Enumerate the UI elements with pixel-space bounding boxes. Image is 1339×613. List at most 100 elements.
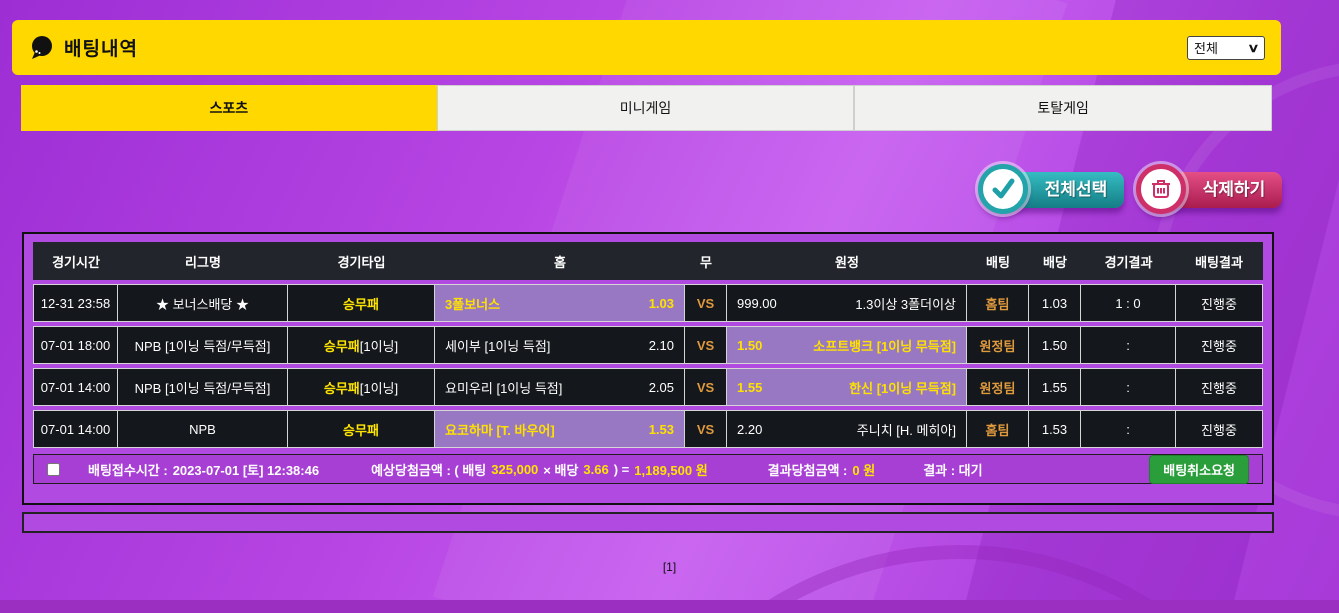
- vs-label: VS: [685, 285, 727, 321]
- tab-bar: 스포츠 미니게임 토탈게임: [21, 85, 1273, 131]
- vs-label: VS: [685, 411, 727, 447]
- bet-result: 진행중: [1201, 338, 1237, 354]
- game-time: 12-31 23:58: [34, 285, 118, 321]
- trash-icon: [1136, 164, 1186, 214]
- bet-summary-row: 배팅접수시간 : 2023-07-01 [토] 12:38:46 예상당첨금액 …: [33, 454, 1263, 484]
- odds-label: × 배당: [543, 462, 579, 478]
- page-number[interactable]: [1]: [662, 560, 677, 574]
- game-type-main: 승무패: [343, 422, 379, 438]
- game-type: 승무패: [288, 411, 435, 447]
- game-type-suffix: [1이닝]: [359, 338, 399, 354]
- empty-list-bar: [22, 512, 1274, 533]
- league-name: NPB: [118, 411, 288, 447]
- result-amount-label: 결과당첨금액 :: [767, 462, 848, 478]
- expected-amount: 1,189,500 원: [634, 462, 708, 478]
- tab-totalgame[interactable]: 토탈게임: [854, 85, 1273, 131]
- home-odds: 1.03: [648, 295, 674, 311]
- chevron-down-icon: ∨: [1247, 40, 1260, 55]
- total-odds: 3.66: [583, 461, 609, 477]
- home-name: 요미우리 [1이닝 득점]: [445, 380, 563, 396]
- bet-side: 원정팀: [967, 327, 1029, 363]
- league-name: NPB [1이닝 득점/무득점]: [118, 369, 288, 405]
- bet-side: 홈팀: [967, 411, 1029, 447]
- away-name: 주니치 [H. 메히아]: [856, 422, 956, 438]
- tab-minigame[interactable]: 미니게임: [436, 85, 855, 131]
- bet-side: 홈팀: [967, 285, 1029, 321]
- col-header-odds: 배당: [1043, 254, 1067, 270]
- expected-label: 예상당첨금액 : ( 배팅: [371, 462, 487, 478]
- away-pick[interactable]: 1.55 한신 [1이닝 무득점]: [727, 369, 967, 405]
- bet-odds: 1.03: [1029, 285, 1081, 321]
- game-time: 07-01 14:00: [34, 411, 118, 447]
- away-name: 1.3이상 3폴더이상: [855, 296, 956, 312]
- home-name: 세이부 [1이닝 득점]: [445, 338, 551, 354]
- tab-label: 미니게임: [619, 100, 672, 116]
- away-pick[interactable]: 999.00 1.3이상 3폴더이상: [727, 285, 967, 321]
- away-pick[interactable]: 2.20 주니치 [H. 메히아]: [727, 411, 967, 447]
- filter-dropdown[interactable]: 전체 ∨: [1187, 35, 1265, 60]
- col-header-league: 리그명: [185, 254, 221, 270]
- col-header-bet: 배팅: [986, 254, 1010, 270]
- tab-label: 토탈게임: [1037, 100, 1089, 116]
- expected-amount-group: 예상당첨금액 : ( 배팅 325,000 × 배당 3.66 ) = 1,18…: [371, 460, 708, 479]
- game-type-main: 승무패: [323, 338, 360, 354]
- game-type: 승무패 [1이닝]: [288, 327, 435, 363]
- away-odds: 1.55: [737, 379, 763, 395]
- bet-result: 진행중: [1201, 380, 1237, 396]
- table-row: 12-31 23:58 ★ 보너스배당 ★ 승무패 3폴보너스 1.03 VS 9…: [33, 284, 1263, 322]
- game-result: :: [1081, 411, 1176, 447]
- bet-amount: 325,000: [491, 461, 539, 477]
- away-odds: 999.00: [737, 295, 777, 311]
- col-header-home: 홈: [554, 254, 566, 270]
- home-odds: 2.05: [648, 379, 674, 395]
- table-row: 07-01 14:00 NPB [1이닝 득점/무득점] 승무패 [1이닝] 요…: [33, 368, 1263, 406]
- game-type: 승무패: [288, 285, 435, 321]
- footer-strip: [0, 600, 1339, 613]
- col-header-time: 경기시간: [52, 254, 100, 270]
- game-type: 승무패 [1이닝]: [288, 369, 435, 405]
- page-title: 배팅내역: [64, 39, 138, 60]
- col-header-away: 원정: [835, 254, 859, 270]
- tab-label: 스포츠: [209, 100, 249, 116]
- home-name: 3폴보너스: [445, 296, 501, 312]
- bet-result: 진행중: [1201, 422, 1237, 438]
- pagination: [1]: [0, 560, 1339, 574]
- receipt-time-label: 배팅접수시간 :: [88, 462, 168, 478]
- home-name: 요코하마 [T. 바우어]: [445, 422, 555, 438]
- table-row: 07-01 14:00 NPB 승무패 요코하마 [T. 바우어] 1.53 VS…: [33, 410, 1263, 448]
- delete-button[interactable]: 삭제하기: [1136, 164, 1282, 216]
- equals-label: ) =: [613, 461, 630, 477]
- home-odds: 1.53: [648, 421, 674, 437]
- result-status: 결과 : 대기: [923, 462, 983, 478]
- game-result: :: [1081, 327, 1176, 363]
- league-name: ★ 보너스배당 ★: [118, 285, 288, 321]
- cancel-bet-button[interactable]: 배팅취소요청: [1149, 454, 1249, 484]
- game-time: 07-01 14:00: [34, 369, 118, 405]
- bet-odds: 1.50: [1029, 327, 1081, 363]
- home-pick[interactable]: 요미우리 [1이닝 득점] 2.05: [435, 369, 685, 405]
- title-bar: 배팅내역 전체 ∨: [12, 20, 1281, 75]
- col-header-betresult: 배팅결과: [1195, 254, 1243, 270]
- away-name: 한신 [1이닝 무득점]: [849, 380, 956, 396]
- home-pick[interactable]: 3폴보너스 1.03: [435, 285, 685, 321]
- home-pick[interactable]: 세이부 [1이닝 득점] 2.10: [435, 327, 685, 363]
- bet-side: 원정팀: [967, 369, 1029, 405]
- speech-bubble-icon: [32, 35, 52, 59]
- receipt-time-value: 2023-07-01 [토] 12:38:46: [172, 462, 320, 478]
- bet-odds: 1.55: [1029, 369, 1081, 405]
- game-type-main: 승무패: [323, 380, 360, 396]
- game-type-main: 승무패: [343, 296, 379, 312]
- away-pick[interactable]: 1.50 소프트뱅크 [1이닝 무득점]: [727, 327, 967, 363]
- vs-label: VS: [685, 369, 727, 405]
- game-time: 07-01 18:00: [34, 327, 118, 363]
- home-pick[interactable]: 요코하마 [T. 바우어] 1.53: [435, 411, 685, 447]
- result-amount: 0 원: [852, 462, 876, 478]
- filter-dropdown-value: 전체: [1194, 41, 1218, 56]
- row-checkbox[interactable]: [47, 462, 60, 476]
- tab-sports[interactable]: 스포츠: [21, 85, 437, 131]
- table-row: 07-01 18:00 NPB [1이닝 득점/무득점] 승무패 [1이닝] 세…: [33, 326, 1263, 364]
- select-all-button[interactable]: 전체선택: [978, 164, 1124, 216]
- col-header-gametype: 경기타입: [337, 254, 386, 270]
- betting-table: 경기시간 리그명 경기타입 홈 무 원정 배팅 배당 경기결과 배팅결과 12-…: [22, 232, 1274, 505]
- game-result: :: [1081, 369, 1176, 405]
